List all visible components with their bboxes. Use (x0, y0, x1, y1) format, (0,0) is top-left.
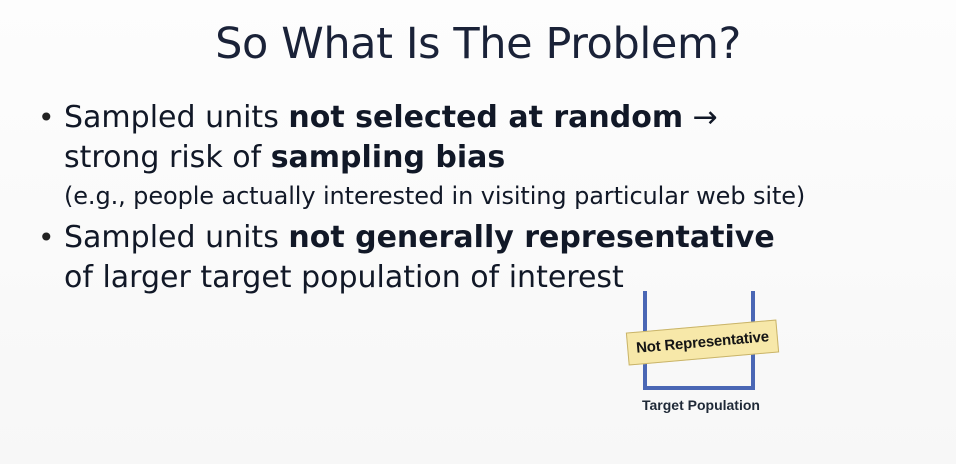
bullet-1-strong-2: sampling bias (270, 140, 506, 175)
bullet-item-1: • Sampled units not selected at random →… (30, 98, 930, 214)
bullet-list: • Sampled units not selected at random →… (30, 98, 930, 298)
bullet-2-text-1: Sampled units (64, 220, 289, 255)
slide-title: So What Is The Problem? (215, 19, 741, 69)
bullet-1-example: (e.g., people actually interested in vis… (64, 182, 806, 210)
bullet-1-strong-1: not selected at random (288, 100, 684, 135)
bullet-item-2: • Sampled units not generally representa… (30, 218, 930, 298)
bullet-2-text-2: of larger target population of interest (64, 260, 624, 295)
bullet-dot-icon: • (38, 221, 55, 254)
bullet-dot-icon: • (38, 101, 55, 134)
right-arrow-icon: → (683, 100, 718, 135)
bullet-2-strong-1: not generally representative (288, 220, 775, 255)
bullet-1-text-2: strong risk of (64, 140, 271, 175)
target-population-caption: Target Population (642, 397, 760, 413)
bullet-1-text-1: Sampled units (64, 100, 289, 135)
